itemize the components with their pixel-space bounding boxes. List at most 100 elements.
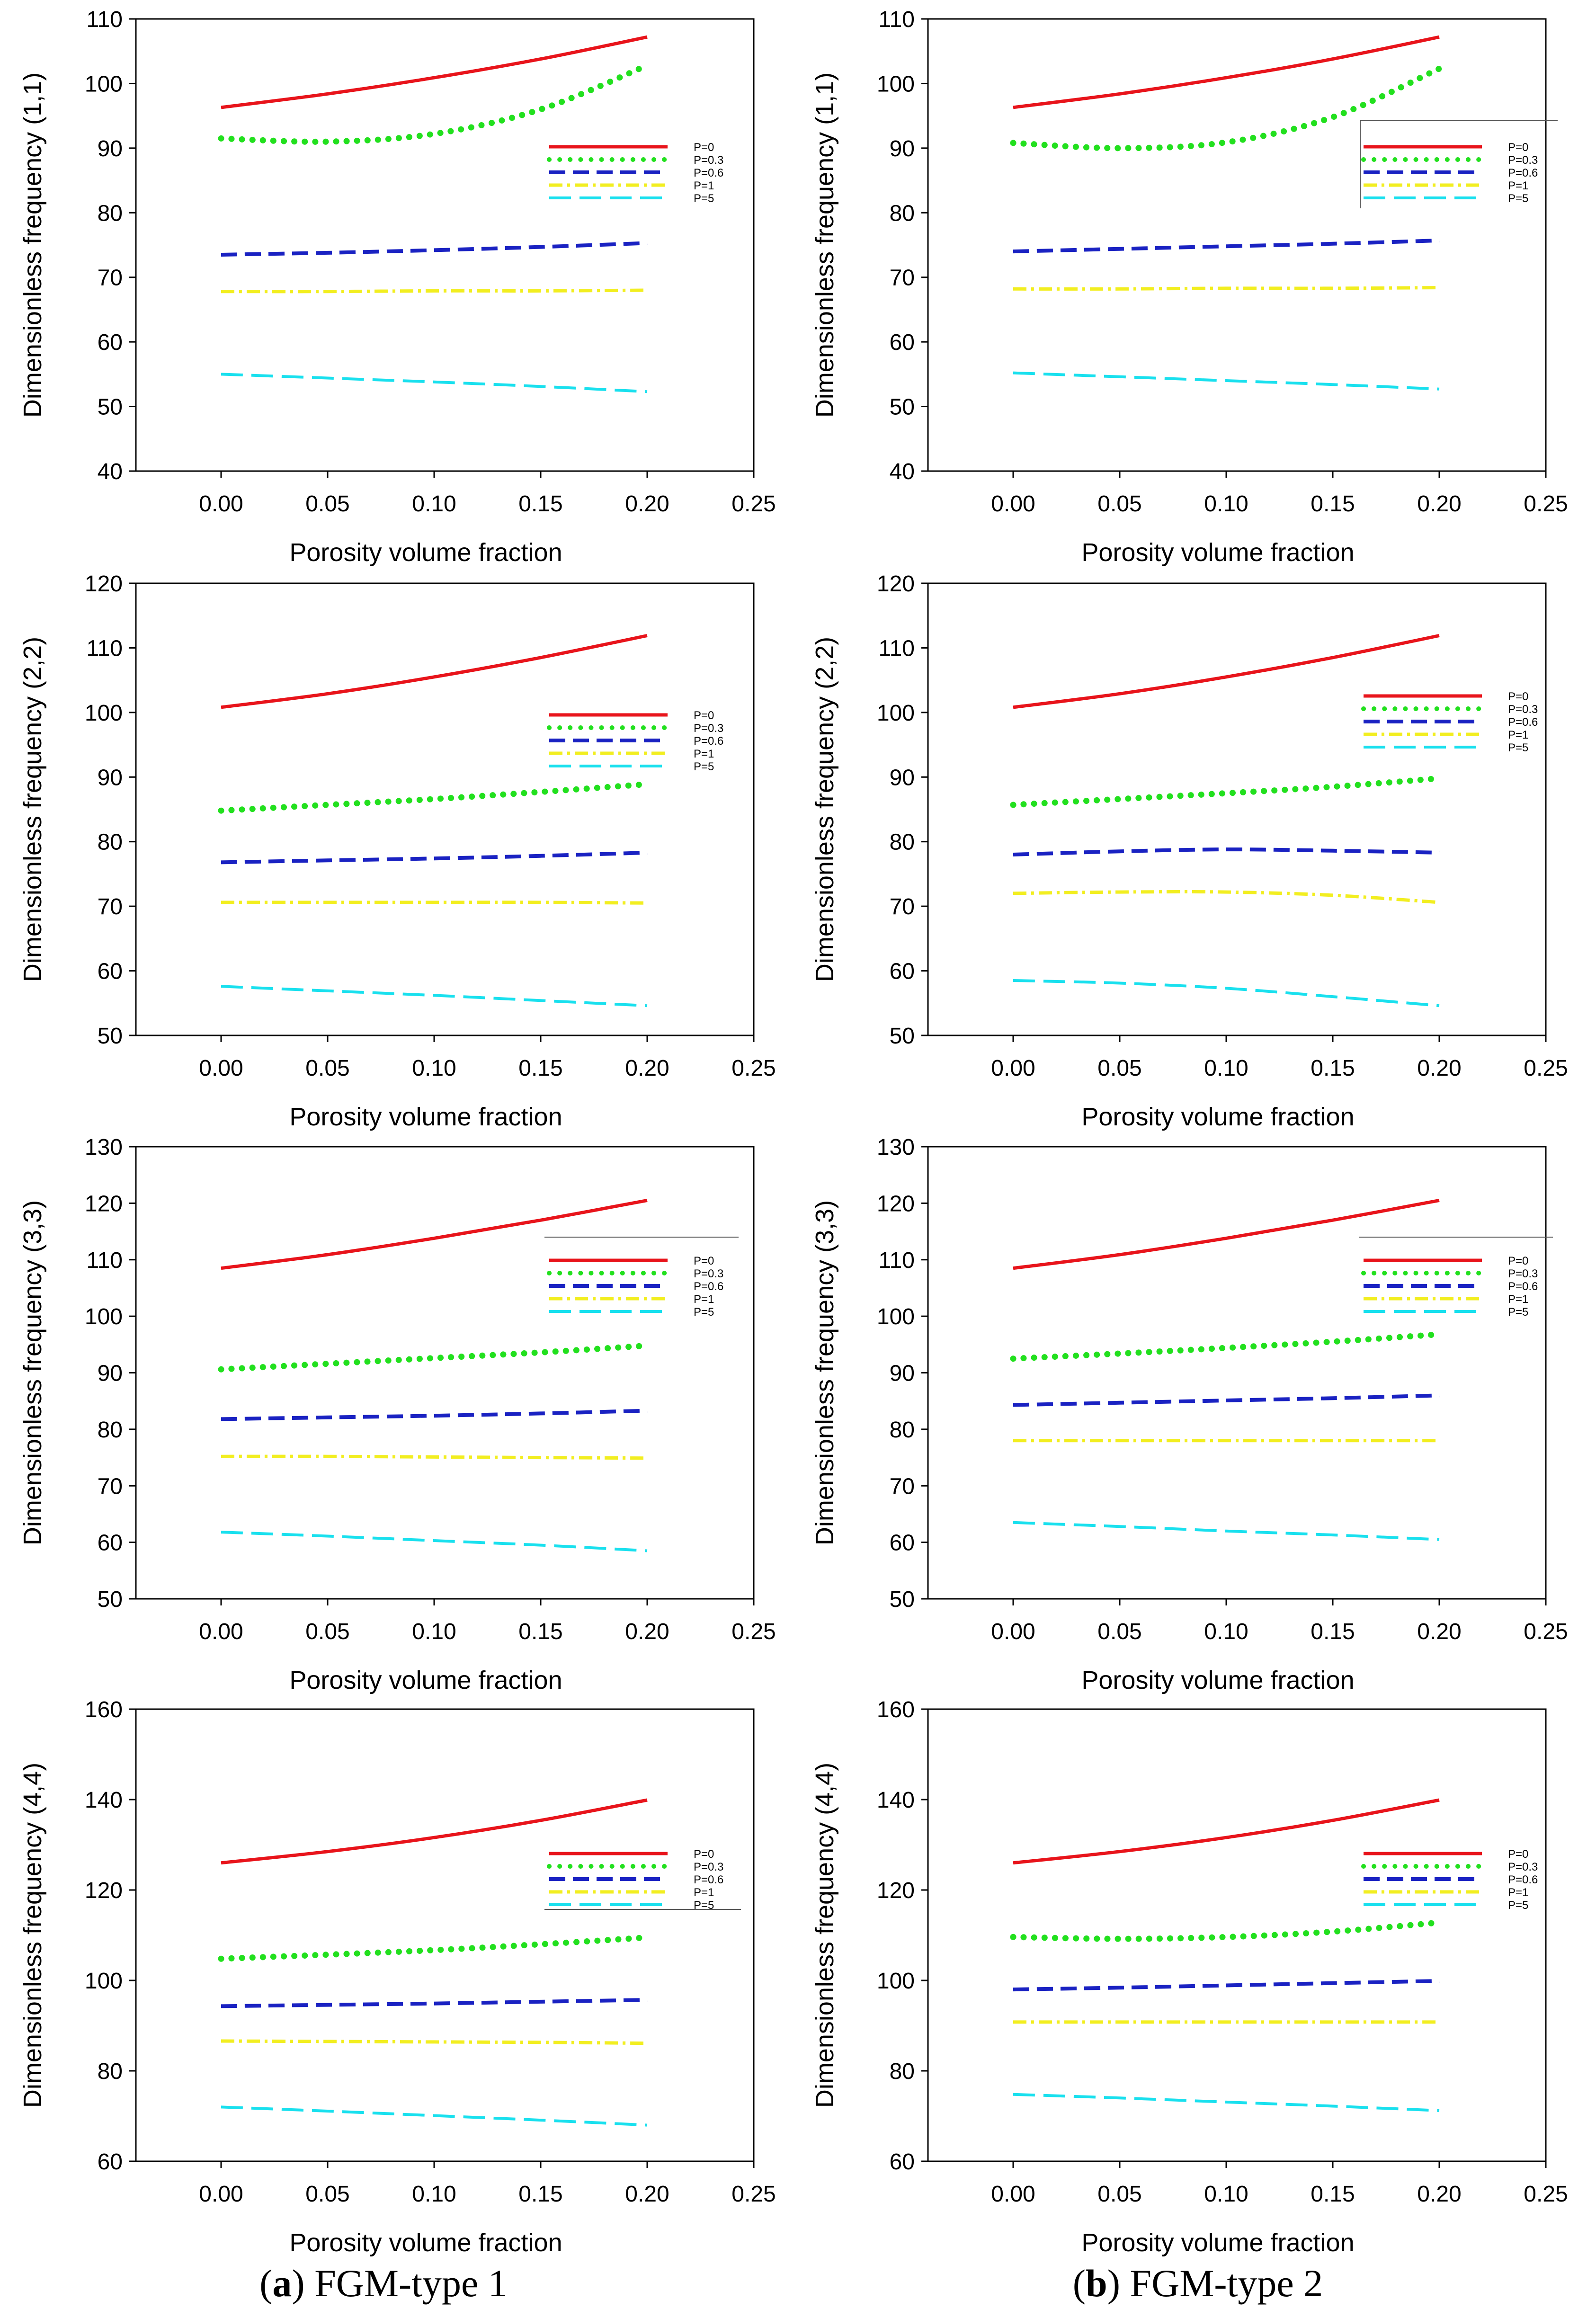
chart-a4: 0.00 0.05 0.10 0.15 0.20 0.25 60 80 100 120 140 160… <box>18 1697 776 2257</box>
legend-label: P=0 <box>694 709 714 722</box>
legend-label: P=0.6 <box>694 735 723 748</box>
legend-label: P=0.3 <box>694 1267 723 1280</box>
series-line-p-0-3 <box>1010 775 1443 808</box>
chart-a2: 0.00 0.05 0.10 0.15 0.20 0.25 50 60 70 80 90 100 110… <box>18 571 776 1131</box>
y-axis-label: Dimensionless frequency (3,3) <box>18 1200 47 1545</box>
x-tick-label: 0.05 <box>1097 1056 1141 1081</box>
y-tick-label: 120 <box>85 1878 123 1903</box>
x-tick-label: 0.05 <box>305 1619 349 1644</box>
series-line-p-5 <box>221 985 648 1007</box>
x-tick-label: 0.20 <box>625 1619 669 1644</box>
x-tick-label: 0.15 <box>518 1056 562 1081</box>
x-tick-label: 0.10 <box>1204 1619 1248 1644</box>
series-line-p-5 <box>1013 1521 1440 1541</box>
legend: P=0P=0.3P=0.6P=1P=5 <box>547 1848 723 1912</box>
y-tick-label: 80 <box>890 830 915 855</box>
y-tick-label: 80 <box>890 1417 915 1443</box>
series-line-p-0 <box>1013 634 1440 709</box>
y-tick-label: 40 <box>890 459 915 484</box>
series-line-p-0 <box>1013 1798 1440 1865</box>
x-tick-label: 0.05 <box>305 491 349 517</box>
caption-a-letter: a <box>272 2262 292 2305</box>
series-line-p-0-3 <box>1010 1331 1443 1362</box>
y-tick-label: 50 <box>890 1587 915 1612</box>
series-line-p-5 <box>1013 371 1440 391</box>
x-tick-label: 0.25 <box>1524 491 1568 517</box>
y-tick-label: 70 <box>98 894 123 919</box>
x-tick-label: 0.10 <box>412 2182 456 2207</box>
x-tick-label: 0.15 <box>1311 1056 1355 1081</box>
legend-label: P=5 <box>1508 1306 1528 1319</box>
legend-label: P=0.6 <box>1508 716 1538 729</box>
series-line-p-5 <box>221 373 648 393</box>
y-tick-label: 130 <box>85 1135 123 1160</box>
x-axis-label: Porosity volume fraction <box>1081 538 1354 567</box>
y-tick-label: 120 <box>877 1878 915 1903</box>
plot-frame <box>927 1708 1547 2162</box>
series-line-p-0-6 <box>1013 1979 1440 1992</box>
y-axis-label: Dimensionless frequency (1,1) <box>18 72 47 418</box>
x-tick-label: 0.00 <box>199 2182 243 2207</box>
series-line-p-1 <box>1013 286 1440 291</box>
x-tick-label: 0.10 <box>1204 1056 1248 1081</box>
x-tick-label: 0.00 <box>991 2182 1035 2207</box>
legend-label: P=1 <box>1508 1886 1528 1899</box>
legend-label: P=0.3 <box>694 1861 723 1873</box>
x-tick-label: 0.05 <box>305 1056 349 1081</box>
legend-label: P=0.6 <box>694 1280 723 1293</box>
x-tick-label: 0.00 <box>199 491 243 517</box>
y-tick-label: 60 <box>98 330 123 355</box>
x-tick-label: 0.10 <box>412 1056 456 1081</box>
x-axis-label: Porosity volume fraction <box>289 1103 562 1131</box>
y-tick-label: 60 <box>890 2149 915 2175</box>
legend-label: P=5 <box>694 760 714 773</box>
x-tick-label: 0.00 <box>991 491 1035 517</box>
y-tick-label: 70 <box>890 894 915 919</box>
series-line-p-5 <box>1013 979 1440 1007</box>
y-tick-label: 70 <box>890 1474 915 1499</box>
legend-label: P=1 <box>1508 729 1528 741</box>
series-line-p-0-6 <box>221 1998 648 2008</box>
series-line-p-0-3 <box>218 1934 651 1962</box>
chart-a1: 0.00 0.05 0.10 0.15 0.20 0.25 40 50 60 70 80 90 100 1… <box>18 7 776 567</box>
legend-label: P=1 <box>694 179 714 192</box>
x-tick-label: 0.05 <box>1097 1619 1141 1644</box>
x-tick-label: 0.00 <box>991 1056 1035 1081</box>
x-axis-label: Porosity volume fraction <box>1081 2229 1354 2257</box>
legend-label: P=0 <box>1508 1255 1528 1267</box>
legend-label: P=0.3 <box>1508 1267 1538 1280</box>
legend-label: P=5 <box>1508 1899 1528 1912</box>
y-tick-label: 80 <box>98 1417 123 1443</box>
series-line-p-0-6 <box>221 241 648 257</box>
x-axis-label: Porosity volume fraction <box>289 2229 562 2257</box>
y-tick-label: 110 <box>878 7 915 32</box>
x-tick-label: 0.15 <box>518 491 562 517</box>
x-tick-label: 0.00 <box>991 1619 1035 1644</box>
x-tick-label: 0.00 <box>199 1056 243 1081</box>
y-tick-label: 100 <box>85 701 123 726</box>
series-line-p-0-6 <box>221 850 648 865</box>
x-tick-label: 0.20 <box>1417 2182 1461 2207</box>
legend-label: P=0 <box>694 1255 714 1267</box>
y-tick-label: 80 <box>890 2059 915 2084</box>
y-tick-label: 100 <box>85 71 123 97</box>
legend-label: P=0.3 <box>694 154 723 167</box>
y-tick-label: 90 <box>98 136 123 161</box>
x-tick-label: 0.10 <box>412 491 456 517</box>
x-tick-label: 0.10 <box>1204 491 1248 517</box>
x-tick-label: 0.20 <box>1417 1056 1461 1081</box>
y-tick-label: 90 <box>890 765 915 790</box>
y-tick-label: 110 <box>86 1248 123 1273</box>
x-tick-label: 0.15 <box>518 1619 562 1644</box>
legend-label: P=0 <box>1508 690 1528 703</box>
y-tick-label: 100 <box>877 701 915 726</box>
y-tick-label: 140 <box>85 1788 123 1813</box>
legend-label: P=5 <box>694 192 714 205</box>
legend-label: P=1 <box>1508 1293 1528 1306</box>
series-line-p-0-3 <box>218 1342 651 1373</box>
plot-frame <box>135 582 755 1036</box>
legend-label: P=0.6 <box>694 167 723 179</box>
legend-label: P=1 <box>694 1293 714 1306</box>
x-axis-label: Porosity volume fraction <box>1081 1103 1354 1131</box>
